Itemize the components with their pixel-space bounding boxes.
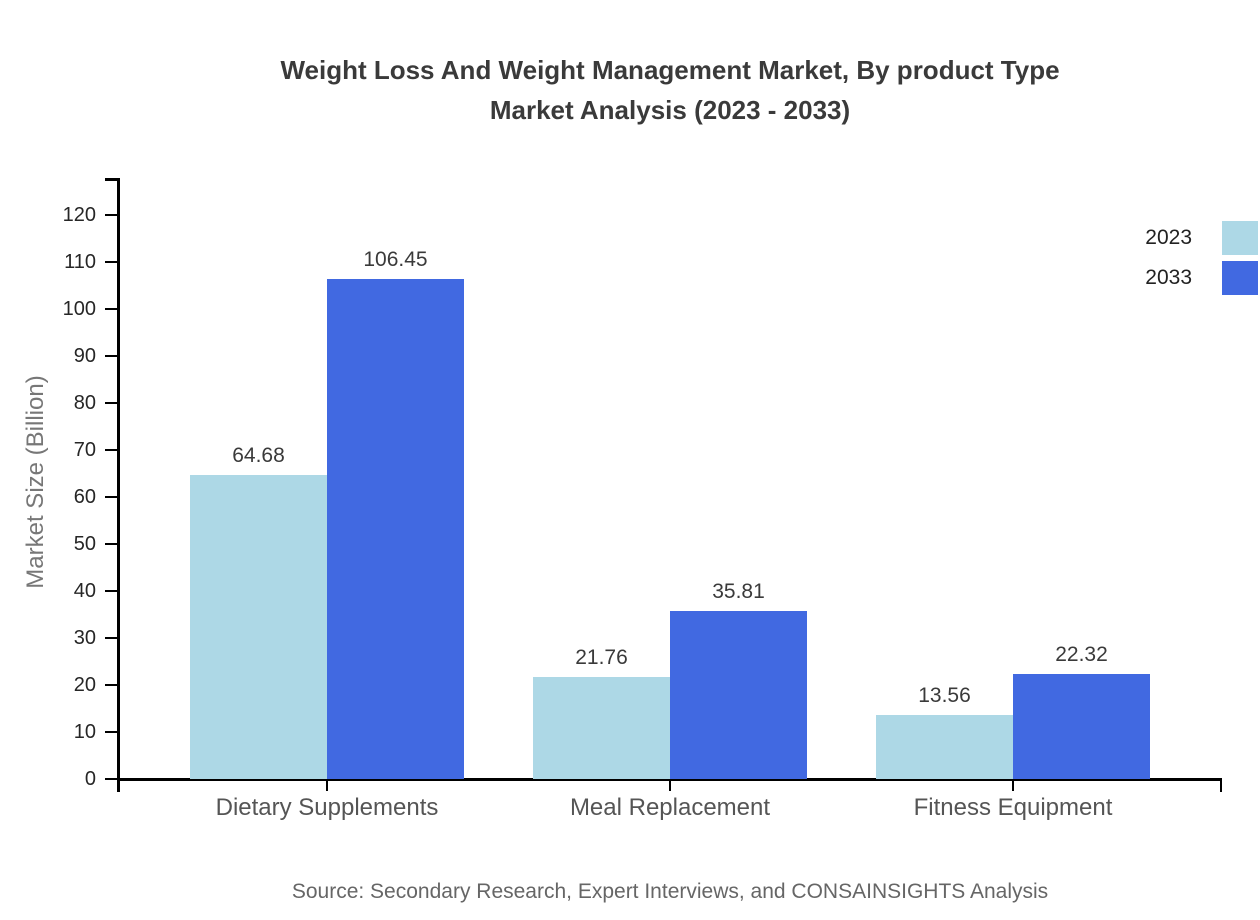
bar-2023-dietary-supplements: [190, 475, 327, 779]
y-tick: [105, 307, 118, 311]
y-tick: [105, 683, 118, 687]
legend-label-2033: 2033: [1145, 266, 1192, 289]
y-tick: [105, 589, 118, 593]
y-tick: [105, 448, 118, 452]
y-tick-label: 30: [73, 627, 96, 649]
x-tick: [668, 778, 672, 791]
y-tick-label: 70: [73, 439, 96, 461]
category-label-fitness-equipment: Fitness Equipment: [913, 794, 1113, 821]
y-tick-label: 90: [73, 345, 96, 367]
y-tick: [105, 354, 118, 358]
y-tick: [105, 213, 118, 217]
category-label-meal-replacement: Meal Replacement: [569, 794, 771, 821]
chart-title-line-1: Weight Loss And Weight Management Market…: [280, 55, 1060, 85]
legend-label-2023: 2023: [1145, 226, 1192, 249]
bar-2023-meal-replacement: [533, 676, 670, 779]
y-tick-label: 10: [73, 721, 96, 743]
y-tick: [105, 260, 118, 264]
y-tick-label: 50: [73, 533, 96, 555]
bar-value-label-2033-dietary-supplements: 106.45: [363, 247, 428, 271]
bar-2033-fitness-equipment: [1013, 674, 1150, 779]
y-tick: [105, 777, 118, 781]
source-text: Source: Secondary Research, Expert Inter…: [291, 880, 1049, 903]
y-tick-label: 110: [64, 251, 96, 273]
bar-value-label-2033-fitness-equipment: 22.32: [1055, 643, 1108, 667]
y-tick: [105, 542, 118, 546]
y-axis-line: [117, 178, 120, 792]
y-tick-label: 60: [73, 486, 96, 508]
legend-swatch-2023: [1222, 221, 1258, 255]
y-tick-label: 0: [84, 768, 96, 790]
x-axis-end-tick: [1219, 778, 1222, 792]
y-tick-label: 100: [62, 298, 96, 320]
y-tick-label: 120: [62, 204, 96, 226]
bar-2033-dietary-supplements: [327, 278, 464, 779]
y-tick: [105, 495, 118, 499]
y-tick: [105, 730, 118, 734]
chart-title-line-2: Market Analysis (2023 - 2033): [489, 95, 851, 125]
y-tick: [105, 401, 118, 405]
x-tick: [325, 778, 329, 791]
bar-value-label-2023-dietary-supplements: 64.68: [232, 444, 285, 467]
y-tick-label: 20: [73, 674, 96, 696]
y-tick: [105, 636, 118, 640]
bar-value-label-2023-meal-replacement: 21.76: [575, 645, 628, 669]
x-tick: [1011, 778, 1015, 791]
bar-2023-fitness-equipment: [876, 715, 1013, 779]
bar-value-label-2023-fitness-equipment: 13.56: [918, 684, 971, 708]
bar-2033-meal-replacement: [670, 610, 807, 779]
y-tick-label: 40: [73, 580, 96, 602]
category-label-dietary-supplements: Dietary Supplements: [215, 794, 439, 821]
y-tick-label: 80: [73, 392, 96, 414]
y-axis-top-tick: [105, 178, 118, 181]
legend-swatch-2033: [1222, 261, 1258, 295]
bar-value-label-2033-meal-replacement: 35.81: [712, 579, 765, 603]
